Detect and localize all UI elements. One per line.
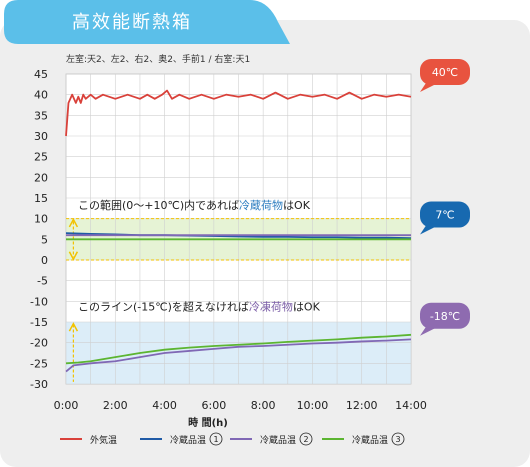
annotation-cold: この範囲(0〜+10℃)内であれば冷蔵荷物はOK xyxy=(78,198,311,212)
x-tick-label: 8:00 xyxy=(251,399,276,412)
chart-title: 高效能断熱箱 xyxy=(72,12,192,33)
legend-num: 2 xyxy=(303,435,308,444)
badge-tail xyxy=(420,222,440,235)
x-tick-label: 10:00 xyxy=(297,399,329,412)
temp-badge-0: 40℃ xyxy=(420,59,470,92)
legend-label: 外気温 xyxy=(90,434,117,446)
y-tick-label: -20 xyxy=(30,337,48,350)
y-tick-label: 35 xyxy=(34,109,48,122)
legend-num-circle xyxy=(299,432,313,446)
y-tick-label: 15 xyxy=(34,192,48,205)
x-tick-label: 6:00 xyxy=(202,399,227,412)
legend-num-circle xyxy=(209,432,223,446)
arrow-down-head xyxy=(68,251,79,261)
annotation-highlight: 冷蔵荷物 xyxy=(239,198,283,212)
temp-badge-1: 7℃ xyxy=(420,201,470,235)
annotation-suffix: はOK xyxy=(283,199,311,212)
title-tab xyxy=(4,0,290,44)
arrow-up-head xyxy=(68,217,79,228)
y-tick-label: 5 xyxy=(41,233,48,246)
series-line-1 xyxy=(65,232,412,239)
x-tick-label: 2:00 xyxy=(103,399,128,412)
annotation-prefix: このライン(-15℃)を超えなければ xyxy=(78,299,249,313)
x-axis-label: 時 間(h) xyxy=(188,416,228,429)
y-tick-label: 20 xyxy=(34,171,48,184)
badge-bubble xyxy=(420,59,470,85)
annotation-prefix: この範囲(0〜+10℃)内であれば xyxy=(78,198,239,212)
series-line-0 xyxy=(65,89,412,137)
x-tick-label: 12:00 xyxy=(346,399,378,412)
legend-num: 1 xyxy=(213,435,218,444)
series-line-3 xyxy=(65,333,412,365)
y-tick-label: 25 xyxy=(34,151,48,164)
y-tick-label: 0 xyxy=(41,254,48,267)
y-tick-label: 30 xyxy=(34,130,48,143)
legend-label: 冷蔵品温 xyxy=(260,434,296,446)
legend-num: 3 xyxy=(395,435,400,444)
x-tick-label: 0:00 xyxy=(54,399,79,412)
y-tick-label: -10 xyxy=(30,295,48,308)
legend-num-circle xyxy=(391,432,405,446)
temp-badge-2: -18℃ xyxy=(420,302,470,336)
y-tick-label: 40 xyxy=(34,89,48,102)
badge-tail xyxy=(420,80,440,92)
legend-label: 冷蔵品温 xyxy=(352,434,388,446)
y-tick-label: 10 xyxy=(34,213,48,226)
badge-label: 40℃ xyxy=(432,66,458,79)
y-tick-label: -5 xyxy=(37,275,48,288)
series-line-2 xyxy=(65,338,412,373)
frozen-arrow-head xyxy=(68,322,79,332)
chart-subtitle: 左室:天2、左2、右2、奥2、手前1 / 右室:天1 xyxy=(66,53,250,65)
x-tick-label: 14:00 xyxy=(395,399,427,412)
badge-bubble xyxy=(420,302,470,329)
badge-bubble xyxy=(420,201,470,228)
y-tick-label: 45 xyxy=(34,68,48,81)
badge-label: 7℃ xyxy=(435,209,454,222)
legend-label: 冷蔵品温 xyxy=(170,434,206,446)
x-tick-label: 4:00 xyxy=(152,399,177,412)
y-tick-label: -25 xyxy=(30,357,48,370)
badge-label: -18℃ xyxy=(430,310,460,323)
badge-tail xyxy=(420,323,440,336)
y-tick-label: -30 xyxy=(30,378,48,391)
annotation-suffix: はOK xyxy=(293,300,321,313)
y-tick-label: -15 xyxy=(30,316,48,329)
annotation-frozen: このライン(-15℃)を超えなければ冷凍荷物はOK xyxy=(78,299,321,313)
annotation-highlight: 冷凍荷物 xyxy=(249,299,293,313)
